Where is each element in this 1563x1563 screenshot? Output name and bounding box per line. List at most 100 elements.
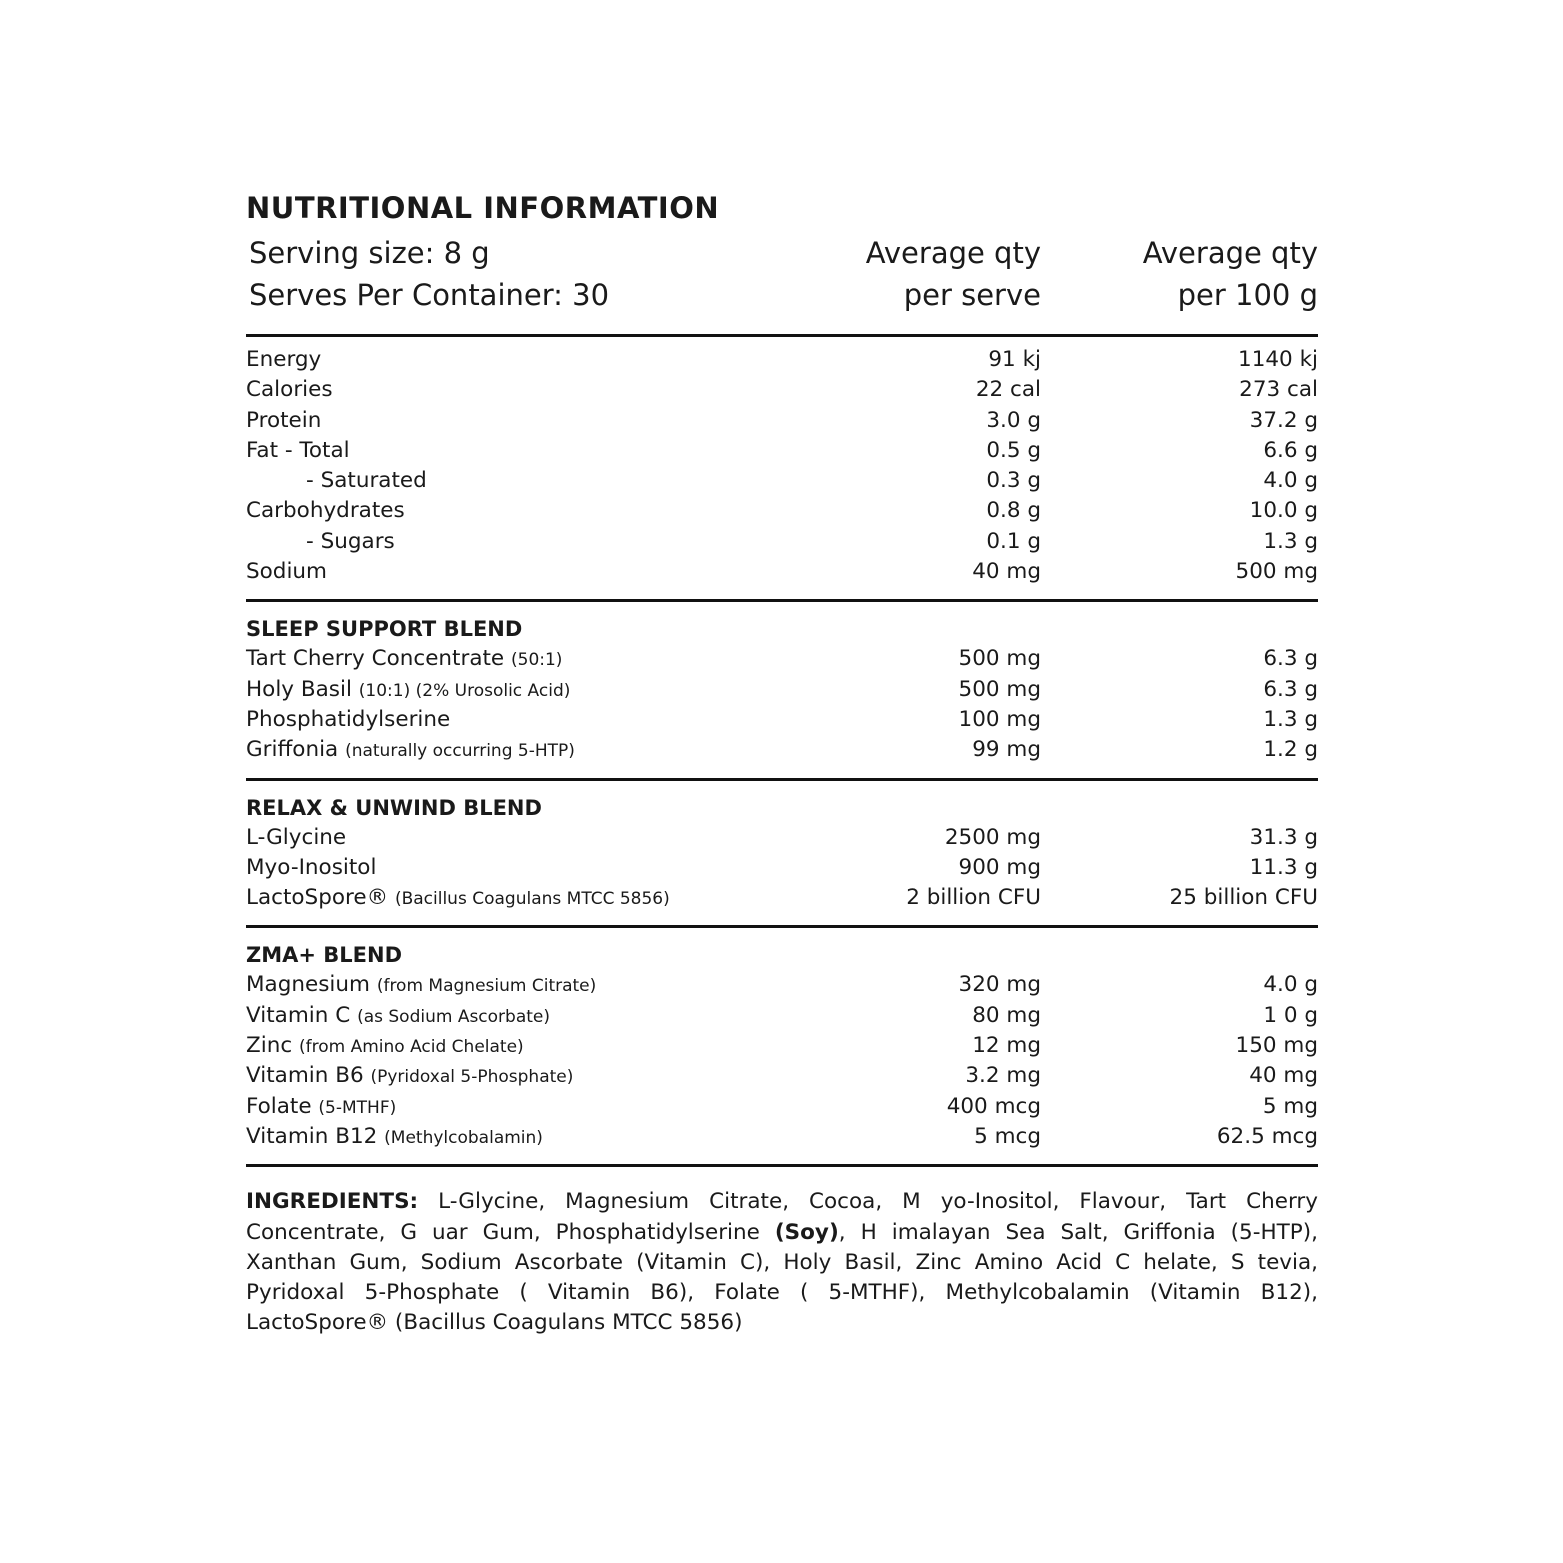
per-100g-value: 1140 kj	[1238, 347, 1318, 372]
table-row: Griffonia (naturally occurring 5-HTP) 99 …	[246, 735, 1318, 765]
nutrient-note: (5-MTHF)	[318, 1097, 397, 1118]
table-row: Fat - Total 0.5 g 6.6 g	[246, 436, 1318, 466]
nutrient-name-cell: Sodium	[246, 557, 741, 587]
table-row: Zinc (from Amino Acid Chelate) 12 mg 150 m…	[246, 1031, 1318, 1061]
nutrient-name-cell: Griffonia (naturally occurring 5-HTP)	[246, 735, 741, 765]
per-serve-value: 40 mg	[972, 559, 1041, 585]
per-100g-value: 150 mg	[1235, 1033, 1318, 1059]
col-per-serve-line1: Average qty	[865, 236, 1041, 270]
per-100g-value: 37.2 g	[1249, 407, 1318, 433]
per-serve-value: 0.5 g	[986, 437, 1041, 463]
nutrient-name: Vitamin C	[246, 1002, 351, 1028]
table-row: Holy Basil (10:1) (2% Urosolic Acid) 500 …	[246, 675, 1318, 705]
table-row: Phosphatidylserine 100 mg 1.3 g	[246, 705, 1318, 735]
per-serve-value: 0.1 g	[986, 528, 1041, 554]
per-serve-value: 91 kj	[988, 347, 1041, 372]
ingredients: INGREDIENTS: L-Glycine, Magnesium Citrat…	[246, 1187, 1318, 1338]
nutrient-note: (from Amino Acid Chelate)	[299, 1037, 524, 1058]
table-row: Myo-Inositol 900 mg 11.3 g	[246, 853, 1318, 883]
nutrient-name: LactoSpore®	[246, 885, 389, 911]
per-serve-value: 12 mg	[972, 1033, 1041, 1059]
blend-title: SLEEP SUPPORT BLEND	[246, 617, 523, 642]
table-row: Protein 3.0 g 37.2 g	[246, 406, 1318, 436]
nutrient-name: Phosphatidylserine	[246, 706, 451, 732]
nutrient-note: (naturally occurring 5-HTP)	[345, 741, 575, 762]
per-100g-value: 11.3 g	[1249, 854, 1318, 880]
nutrient-name: L-Glycine	[246, 824, 347, 850]
nutrient-name-cell: Fat - Total	[246, 436, 741, 466]
nutrient-name: - Sugars	[306, 528, 395, 554]
per-100g-value: 25 billion CFU	[1169, 885, 1318, 911]
nutrient-name-cell: Holy Basil (10:1) (2% Urosolic Acid)	[246, 675, 741, 705]
blend-section: SLEEP SUPPORT BLEND Tart Cherry Concentra…	[246, 602, 1318, 777]
nutrient-name: Magnesium	[246, 972, 370, 998]
per-100g-value: 4.0 g	[1263, 972, 1318, 998]
per-serve-value: 99 mg	[972, 737, 1041, 763]
per-serve-value: 2 billion CFU	[906, 885, 1041, 911]
nutrient-name: Carbohydrates	[246, 498, 405, 524]
nutrient-note: (as Sodium Ascorbate)	[357, 1006, 551, 1027]
blend-title: RELAX & UNWIND BLEND	[246, 795, 542, 820]
divider	[246, 1164, 1318, 1168]
nutrient-name-cell: Energy	[246, 345, 741, 375]
nutrient-note: (from Magnesium Citrate)	[376, 976, 597, 997]
nutrient-name: Calories	[246, 377, 333, 403]
per-serve-value: 100 mg	[958, 706, 1041, 732]
nutrient-name-cell: Phosphatidylserine	[246, 705, 741, 735]
per-serve-value: 900 mg	[958, 854, 1041, 880]
nutrient-name: Griffonia	[246, 737, 339, 763]
nutrient-name-cell: Magnesium (from Magnesium Citrate)	[246, 970, 741, 1000]
table-row: Vitamin B12 (Methylcobalamin) 5 mcg 62.5 m…	[246, 1122, 1318, 1152]
divider	[246, 334, 1318, 337]
nutrient-name-cell: Myo-Inositol	[246, 853, 741, 883]
table-row: Calories 22 cal 273 cal	[246, 375, 1318, 405]
per-serve-value: 320 mg	[958, 972, 1041, 998]
nutrient-name-cell: - Saturated	[246, 466, 741, 496]
ingredients-label: INGREDIENTS:	[246, 1189, 419, 1215]
nutrient-name-cell: Tart Cherry Concentrate (50:1)	[246, 644, 741, 674]
nutrient-name-cell: - Sugars	[246, 527, 741, 557]
table-row: Vitamin B6 (Pyridoxal 5-Phosphate) 3.2 mg…	[246, 1061, 1318, 1091]
nutrient-name: Vitamin B12	[246, 1123, 378, 1149]
ingredients-text-1: L-Glycine, Magnesium Citrate, Cocoa, M y…	[246, 1189, 1318, 1245]
table-row: Energy 91 kj 1140 kj	[246, 345, 1318, 375]
nutrient-name-cell: L-Glycine	[246, 823, 741, 853]
nutrient-name: Myo-Inositol	[246, 854, 377, 880]
nutrient-note: (50:1)	[511, 650, 563, 671]
per-100g-value: 1.2 g	[1263, 737, 1318, 763]
nutrient-name: Energy	[246, 347, 322, 372]
nutrition-panel: NUTRITIONAL INFORMATION Serving size: 8 …	[246, 188, 1318, 1339]
divider	[246, 925, 1318, 929]
per-serve-value: 0.3 g	[986, 468, 1041, 494]
nutrient-name: Protein	[246, 407, 322, 433]
table-row: Tart Cherry Concentrate (50:1) 500 mg 6.3 …	[246, 644, 1318, 674]
blend-section: RELAX & UNWIND BLEND L-Glycine 2500 mg 31.3…	[246, 781, 1318, 926]
per-100g-value: 1.3 g	[1263, 706, 1318, 732]
per-100g-value: 1.3 g	[1263, 528, 1318, 554]
ingredients-text-2: , H imalayan Sea Salt, Griffonia (5-HTP)…	[246, 1219, 1318, 1336]
blend-section: ZMA+ BLEND Magnesium (from Magnesium Citr…	[246, 928, 1318, 1164]
per-serve-value: 0.8 g	[986, 498, 1041, 524]
per-100g-value: 1 0 g	[1263, 1002, 1318, 1028]
table-row: Folate (5-MTHF) 400 mcg 5 mg	[246, 1092, 1318, 1122]
table-header: Serving size: 8 g Serves Per Container: …	[246, 232, 1318, 316]
nutrient-name-cell: Vitamin C (as Sodium Ascorbate)	[246, 1001, 741, 1031]
nutrient-name: Tart Cherry Concentrate	[246, 646, 505, 672]
nutrient-name: - Saturated	[306, 468, 427, 494]
per-100g-value: 10.0 g	[1249, 498, 1318, 524]
per-100g-value: 31.3 g	[1249, 824, 1318, 850]
per-serve-value: 500 mg	[958, 676, 1041, 702]
per-serve-value: 400 mcg	[946, 1093, 1041, 1119]
serving-size: Serving size: 8 g	[249, 236, 490, 270]
allergen-soy: (Soy)	[774, 1219, 839, 1245]
per-100g-value: 6.3 g	[1263, 676, 1318, 702]
nutrient-note: (10:1) (2% Urosolic Acid)	[358, 680, 571, 701]
nutrient-note: (Bacillus Coagulans MTCC 5856)	[394, 889, 670, 910]
table-row: LactoSpore® (Bacillus Coagulans MTCC 585…	[246, 883, 1318, 913]
nutrient-note: (Pyridoxal 5-Phosphate)	[370, 1067, 574, 1088]
nutrition-section: Energy 91 kj 1140 kj Calories 22 cal 273 cal P…	[246, 337, 1318, 599]
per-100g-value: 6.3 g	[1263, 646, 1318, 672]
table-row: Magnesium (from Magnesium Citrate) 320 mg…	[246, 970, 1318, 1000]
per-100g-value: 500 mg	[1235, 559, 1318, 585]
nutrient-note: (Methylcobalamin)	[384, 1127, 543, 1148]
